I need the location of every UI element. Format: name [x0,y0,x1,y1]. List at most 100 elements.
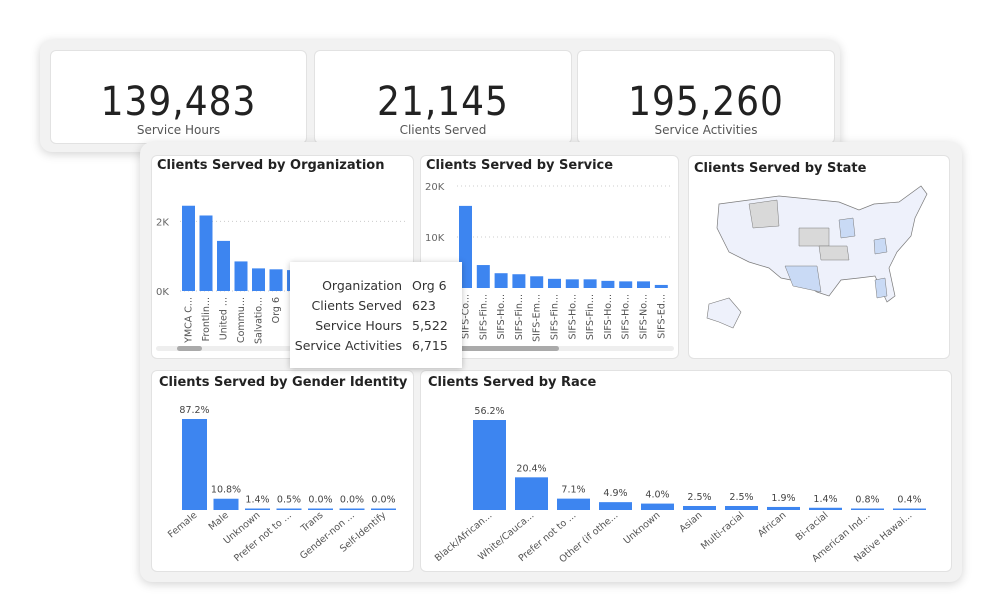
scrollbar-thumb[interactable] [459,346,559,351]
kpi-label: Clients Served [399,123,487,137]
kpi-service-activities[interactable]: 195,260 Service Activities [577,50,835,144]
tooltip-key: Clients Served [311,298,402,313]
race-chart-card[interactable]: Clients Served by Race 56.2% Black/African… [420,370,952,572]
x-tick-label: SIFS-Ed... [656,294,667,339]
bar[interactable] [893,508,926,511]
bar[interactable] [599,502,632,510]
x-tick-label: Male [207,510,231,533]
tooltip-key: Service Activities [294,338,402,353]
bar[interactable] [767,506,800,510]
tooltip-value: 623 [412,298,436,313]
bar[interactable] [339,508,365,511]
data-label: 1.9% [771,493,795,504]
data-label: 0.8% [855,495,879,506]
bar[interactable] [234,261,248,291]
kpi-value: 195,260 [628,79,784,125]
bar[interactable] [809,507,842,510]
kpi-value: 139,483 [100,79,257,125]
tooltip-key: Organization [322,278,402,293]
bar[interactable] [583,279,597,288]
chart-title: Clients Served by Service [426,158,614,173]
bar[interactable] [476,265,490,288]
bar[interactable] [473,420,506,510]
y-tick-label: 10K [425,233,445,244]
bar[interactable] [512,274,526,288]
x-tick-label: SIFS-Fin... [550,294,561,340]
y-tick-label: 2K [156,217,169,228]
bar[interactable] [252,268,265,291]
us-map[interactable] [689,156,949,358]
y-tick-label: 20K [425,182,445,193]
bar[interactable] [199,215,213,291]
x-tick-label: SIFS-Fin... [478,294,489,340]
bar[interactable] [641,503,674,510]
gender-chart-card[interactable]: Clients Served by Gender Identity 87.2% Fe… [151,370,414,572]
state-highlight [784,265,822,293]
bar[interactable] [494,273,508,288]
bar[interactable] [637,281,650,288]
chart-plot: 20K 10K SIFS-Co... SIFS-Fin... SIFS-Ho... SIF… [425,182,674,351]
x-tick-label: Frontlin... [201,297,212,341]
bar[interactable] [601,280,615,288]
data-label: 56.2% [474,406,504,417]
x-tick-label: YMCA C... [184,297,195,344]
bar[interactable] [459,205,472,288]
alaska [706,297,742,329]
data-label: 4.0% [645,490,669,501]
bar[interactable] [269,269,283,291]
x-tick-label: Asian [677,510,704,535]
state-highlight [874,277,888,299]
bar[interactable] [565,279,579,288]
x-tick-label: SIFS-Co... [461,294,472,339]
x-tick-label: Multi-racial [699,510,746,552]
bar[interactable] [213,498,239,510]
data-label: 0.4% [897,495,921,506]
scrollbar-thumb[interactable] [177,346,202,351]
bar[interactable] [245,508,270,511]
state-gray [798,227,830,247]
x-tick-label: SIFS-Ho... [496,294,507,339]
x-tick-label: SIFS-Ho... [621,294,632,339]
bar[interactable] [276,508,302,511]
x-tick-label: Commu... [236,297,247,343]
tooltip-key: Service Hours [315,318,402,333]
data-label: 1.4% [813,494,837,505]
bar[interactable] [557,498,590,510]
data-label: 2.5% [687,492,711,503]
bar[interactable] [530,276,544,288]
x-tick-label: Org 6 [271,297,282,323]
kpi-label: Service Activities [654,123,758,137]
kpi-clients-served[interactable]: 21,145 Clients Served [314,50,572,144]
bar[interactable] [182,205,195,291]
service-chart-card[interactable]: Clients Served by Service 20K 10K SIFS-Co..… [420,155,679,359]
data-label: 2.5% [729,492,753,503]
bar[interactable] [182,419,207,510]
state-gray [818,245,850,261]
x-tick-label: SIFS-No... [639,294,650,339]
tooltip-value: Org 6 [412,278,447,293]
state-gray [748,199,780,229]
bar[interactable] [851,508,884,511]
chart-plot: 56.2%Black/African...20.4%White/Cauca...… [433,406,926,565]
state-map-card[interactable]: Clients Served by State [688,155,950,359]
bar[interactable] [619,281,633,288]
kpi-value: 21,145 [377,79,509,125]
bar[interactable] [683,505,716,510]
x-tick-label: SIFS-Em... [532,294,543,342]
bar[interactable] [515,477,548,510]
kpi-service-hours[interactable]: 139,483 Service Hours [50,50,307,144]
bar[interactable] [371,508,396,511]
bar[interactable] [725,505,758,510]
data-label: 0.0% [371,495,395,506]
x-tick-label: Unknown [622,510,663,547]
data-label: 0.0% [340,495,364,506]
x-tick-label: United ... [219,297,230,340]
data-label: 20.4% [516,463,546,474]
x-tick-label: SIFS-Ho... [603,294,614,339]
bar[interactable] [654,284,668,288]
data-label: 7.1% [561,485,585,496]
bar[interactable] [308,508,333,511]
bar[interactable] [217,240,230,291]
tooltip-value: 6,715 [412,338,448,353]
bar[interactable] [548,278,561,288]
